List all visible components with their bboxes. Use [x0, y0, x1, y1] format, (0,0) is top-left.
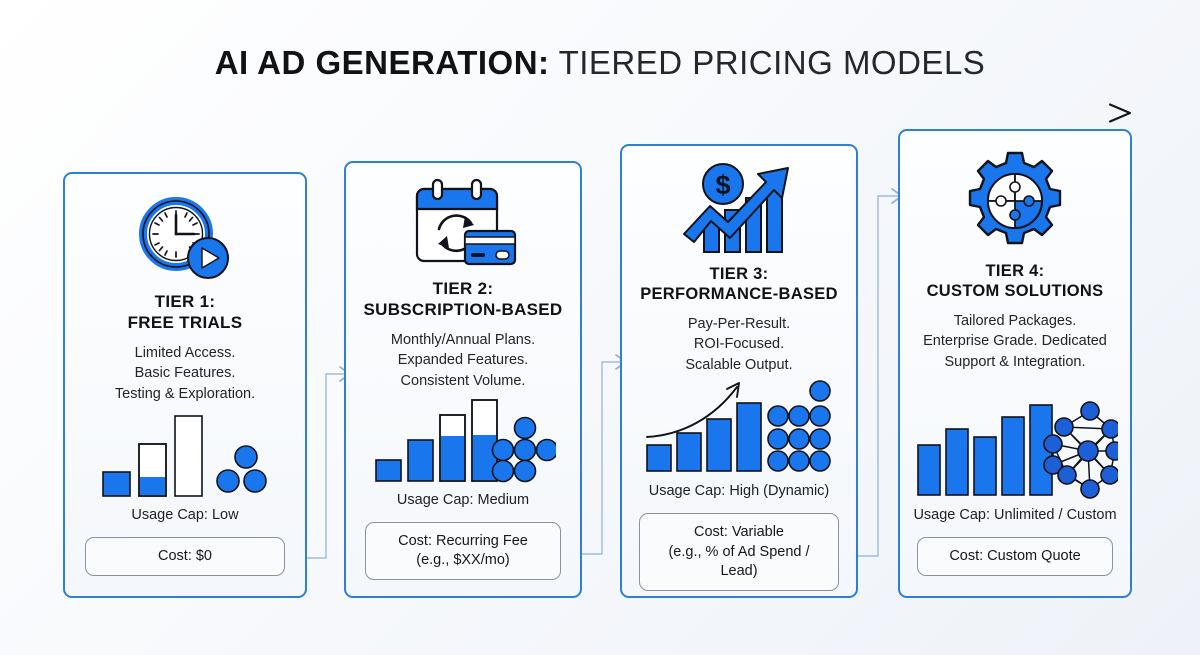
gear-puzzle-icon — [968, 151, 1062, 245]
tier-4-description: Tailored Packages. Enterprise Grade. Ded… — [923, 312, 1107, 370]
tier-4-icon-slot — [900, 147, 1130, 255]
tier-card-1[interactable]: TIER 1: FREE TRIALS Limited Access. Basi… — [63, 172, 307, 598]
six-dot-cluster — [491, 416, 556, 482]
svg-text:$: $ — [715, 170, 730, 200]
tier-2-cost-box[interactable]: Cost: Recurring Fee (e.g., $XX/mo) — [365, 521, 561, 581]
page-title-bold: AI AD GENERATION: — [214, 44, 550, 81]
tier-card-2[interactable]: TIER 2: SUBSCRIPTION-BASED Monthly/Annua… — [344, 161, 582, 598]
ten-dot-grid — [767, 380, 831, 473]
clock-play-icon — [139, 197, 229, 279]
tier-4-title: TIER 4: CUSTOM SOLUTIONS — [926, 262, 1104, 301]
tier-3-usage-cap: Usage Cap: High (Dynamic) — [648, 483, 830, 500]
tier-1-usage-cap: Usage Cap: Low — [131, 506, 239, 523]
page-title: AI AD GENERATION: TIERED PRICING MODELS — [0, 44, 1200, 82]
tier-card-4[interactable]: TIER 4: CUSTOM SOLUTIONS Tailored Packag… — [898, 129, 1132, 598]
tier-2-title: TIER 2: SUBSCRIPTION-BASED — [363, 279, 563, 319]
tier-4-visual — [900, 372, 1130, 500]
tier-1-description: Limited Access. Basic Features. Testing … — [114, 344, 256, 402]
tier-2-visual — [346, 392, 580, 486]
partial-fill-bar-chart — [102, 414, 267, 497]
tier-2-usage-cap: Usage Cap: Medium — [396, 491, 530, 508]
tier-3-cost-box[interactable]: Cost: Variable (e.g., % of Ad Spend / Le… — [639, 513, 839, 592]
tier-card-3[interactable]: $ TIER 3: PERFORMANCE-BASED Pay-Per-Resu… — [620, 144, 858, 598]
tier-1-icon-slot — [65, 190, 305, 286]
tier-2-description: Monthly/Annual Plans. Expanded Features.… — [390, 331, 536, 389]
ascending-bar-chart-with-curve — [646, 380, 831, 473]
tier-3-icon-slot: $ — [622, 160, 856, 258]
tier-2-icon-slot — [346, 177, 580, 273]
page-title-light: TIERED PRICING MODELS — [549, 44, 986, 81]
tier-1-cost-box[interactable]: Cost: $0 — [85, 536, 285, 576]
tier-3-description: Pay-Per-Result. ROI-Focused. Scalable Ou… — [685, 315, 793, 373]
tier-3-title: TIER 3: PERFORMANCE-BASED — [640, 265, 838, 304]
tier-4-usage-cap: Usage Cap: Unlimited / Custom — [913, 506, 1117, 523]
five-bar-chart — [917, 400, 1118, 499]
three-dot-cluster — [216, 444, 267, 493]
progression-arrow-icon — [58, 103, 1132, 123]
tier-4-cost-box[interactable]: Cost: Custom Quote — [917, 536, 1113, 576]
network-graph — [1043, 400, 1118, 499]
tier-1-title: TIER 1: FREE TRIALS — [127, 292, 243, 332]
tier-3-visual — [622, 375, 856, 477]
dollar-growth-arrow-icon: $ — [683, 163, 789, 253]
tier-1-visual — [65, 405, 305, 501]
calendar-recurring-card-icon — [415, 178, 517, 266]
four-bar-partial-chart — [375, 398, 556, 482]
